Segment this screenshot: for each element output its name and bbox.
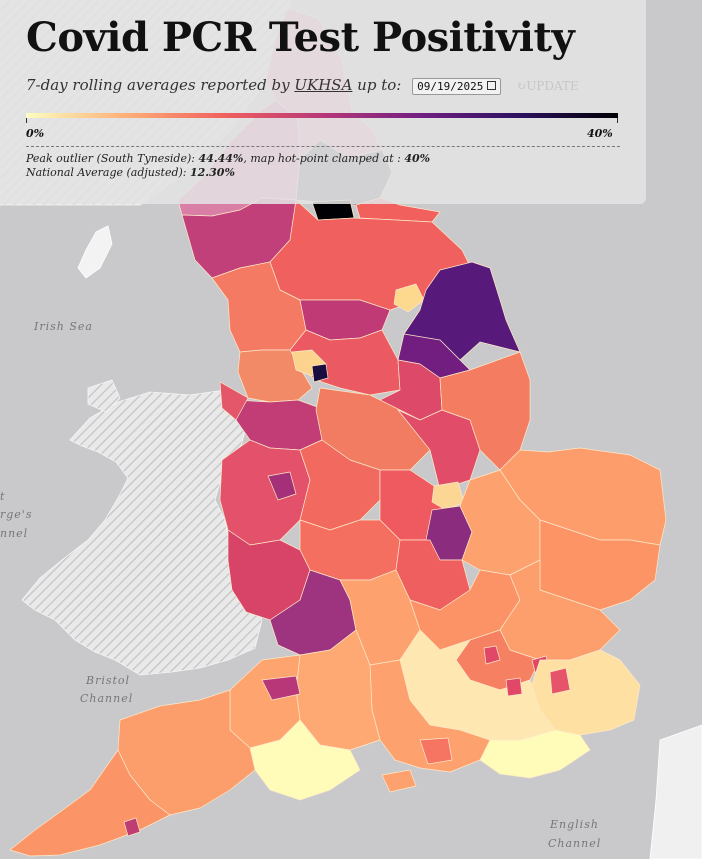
source-link[interactable]: UKHSA [294, 76, 353, 94]
france-coast [649, 724, 702, 859]
region-isle-of-wight [381, 769, 417, 793]
sea-label-english-2: Channel [548, 837, 601, 850]
region-leicester-light [431, 481, 465, 511]
region-wirral [219, 381, 249, 421]
average-value: 12.30% [190, 166, 235, 179]
sea-label-english-1: English [549, 818, 599, 831]
refresh-icon: ↻ [516, 79, 527, 93]
outlier-mid: , map hot-point clamped at : [243, 152, 405, 165]
update-button[interactable]: ↻UPDATE [516, 79, 579, 93]
calendar-icon[interactable] [487, 80, 497, 90]
subtitle-suffix: up to: [352, 76, 402, 94]
region-hotspot-2 [311, 363, 329, 383]
sea-label-irish: Irish Sea [33, 320, 93, 333]
region-kent-hot [549, 667, 571, 695]
sea-label-stgeorges-2: rge's [0, 508, 32, 521]
england-regions[interactable] [9, 7, 667, 857]
outlier-value: 44.44% [198, 152, 244, 165]
update-label: UPDATE [526, 79, 579, 93]
date-value: 09/19/2025 [417, 79, 484, 93]
region-dorset [249, 719, 361, 801]
wales-no-data [21, 389, 263, 676]
scale-max-label: 40% [587, 127, 613, 140]
subtitle-prefix: 7-day rolling averages reported by [26, 76, 295, 94]
legend-divider [26, 146, 620, 147]
subtitle-line: 7-day rolling averages reported by UKHSA… [26, 76, 579, 95]
scale-tick-min [26, 118, 27, 123]
outlier-prefix: Peak outlier (South Tyneside): [26, 152, 199, 165]
isle-of-man [77, 225, 113, 279]
scale-min-label: 0% [26, 127, 45, 140]
page-title: Covid PCR Test Positivity [26, 14, 575, 61]
region-staffordshire [299, 439, 381, 531]
scale-tick-max [617, 118, 618, 123]
average-prefix: National Average (adjusted): [26, 166, 190, 179]
region-london-hot [483, 645, 501, 665]
outlier-note: Peak outlier (South Tyneside): 44.44%, m… [26, 152, 430, 165]
sea-label-bristol-2: Channel [80, 692, 133, 705]
sea-label-stgeorges-1: t [0, 490, 5, 503]
region-greater-manchester [237, 349, 313, 403]
region-york [393, 283, 425, 313]
region-reading-hot [505, 677, 523, 697]
region-birmingham [299, 519, 401, 581]
region-telford [267, 471, 297, 501]
region-portsmouth [419, 737, 453, 765]
region-sussex [479, 729, 591, 779]
sea-label-stgeorges-3: nnel [0, 527, 28, 540]
region-east-riding [403, 261, 521, 361]
sea-label-bristol-1: Bristol [85, 674, 130, 687]
region-bristol [261, 675, 301, 701]
anglesey-no-data [87, 379, 121, 413]
region-plymouth [123, 817, 141, 837]
color-scale-bar [26, 113, 618, 118]
date-input[interactable]: 09/19/2025 [412, 77, 502, 95]
average-note: National Average (adjusted): 12.30% [26, 166, 235, 179]
clamp-value: 40% [404, 152, 431, 165]
legend-panel: Covid PCR Test Positivity 7-day rolling … [0, 0, 646, 204]
